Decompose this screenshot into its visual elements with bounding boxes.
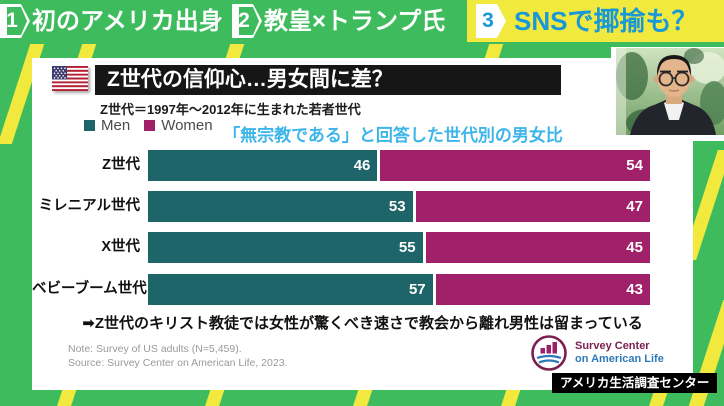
tab-3-highlight bbox=[467, 0, 724, 42]
headline-title: Z世代の信仰心…男女間に差？ bbox=[107, 68, 393, 91]
chart-legend: Men Women bbox=[84, 117, 221, 134]
tab-1-number-pentagon: 1 bbox=[0, 4, 30, 38]
takeaway-line: ➡Z世代のキリスト教徒では女性が驚くべき速さで教会から離れ男性は留まっている bbox=[32, 312, 693, 333]
men-bar-segment: 55 bbox=[148, 232, 423, 263]
chart-title: 「無宗教である」と回答した世代別の男女比 bbox=[223, 126, 563, 145]
tab-2-label: 教皇×トランプ氏 bbox=[264, 8, 446, 35]
bar-row-gen-x: X世代 55 45 bbox=[32, 232, 693, 263]
legend-women-swatch bbox=[144, 120, 156, 131]
chart-panel: Z世代の信仰心…男女間に差？ Z世代＝1997年〜2012年に生まれた若者世代 … bbox=[32, 58, 693, 390]
legend-women-label: Women bbox=[161, 117, 213, 134]
survey-center-logo-icon bbox=[531, 335, 567, 371]
logo-line2: on American Life bbox=[575, 353, 664, 365]
yellow-stripe bbox=[353, 388, 373, 406]
yellow-stripe bbox=[205, 388, 225, 406]
men-bar-segment: 46 bbox=[148, 150, 378, 181]
source-text: Source: Survey Center on American Life, … bbox=[68, 357, 288, 369]
note-text: Note: Survey of US adults (N=5,459). bbox=[68, 343, 242, 355]
yellow-stripe bbox=[77, 44, 97, 58]
tab-2-number-pentagon: 2 bbox=[232, 4, 262, 38]
women-bar-segment: 45 bbox=[425, 232, 650, 263]
legend-men-swatch bbox=[84, 120, 95, 131]
women-value: 47 bbox=[626, 198, 643, 215]
tab-3-number: 3 bbox=[482, 9, 494, 32]
bar-row-gen-z: Z世代 46 54 bbox=[32, 150, 693, 181]
tab-1-label: 初のアメリカ出身 bbox=[32, 8, 223, 35]
right-arrow-icon: ➡ bbox=[82, 315, 95, 332]
men-value: 55 bbox=[398, 239, 416, 256]
us-flag-icon bbox=[52, 66, 88, 91]
tab-2-number: 2 bbox=[238, 9, 250, 32]
men-value: 53 bbox=[388, 198, 406, 215]
category-label: ベビーブーム世代 bbox=[32, 281, 147, 297]
women-value: 43 bbox=[626, 281, 643, 298]
caption-badge: アメリカ生活調査センター bbox=[552, 373, 718, 393]
bar-row-millennial: ミレニアル世代 53 47 bbox=[32, 191, 693, 222]
men-value: 57 bbox=[408, 281, 426, 298]
commentator-photo-image bbox=[616, 48, 724, 135]
yellow-stripe bbox=[225, 44, 245, 58]
topic-bar: 1 初のアメリカ出身 2 教皇×トランプ氏 3 SNSで揶揄も？ bbox=[0, 0, 724, 43]
category-label: ミレニアル世代 bbox=[38, 198, 140, 214]
women-bar-segment: 54 bbox=[380, 150, 650, 181]
yellow-stripe bbox=[484, 44, 504, 58]
legend-men-label: Men bbox=[101, 117, 131, 134]
logo-line1: Survey Center bbox=[575, 340, 650, 353]
category-label: X世代 bbox=[101, 239, 140, 255]
takeaway-text: Z世代のキリスト教徒では女性が驚くべき速さで教会から離れ男性は留まっている bbox=[94, 315, 643, 332]
women-bar-segment: 47 bbox=[415, 191, 650, 222]
men-value: 46 bbox=[353, 157, 371, 174]
women-value: 54 bbox=[626, 157, 643, 174]
men-bar-segment: 53 bbox=[148, 191, 413, 222]
commentator-photo bbox=[611, 47, 724, 141]
tab-1-number: 1 bbox=[6, 9, 18, 32]
tab-3-label: SNSで揶揄も？ bbox=[514, 6, 698, 36]
women-value: 45 bbox=[626, 239, 643, 256]
headline-banner: Z世代の信仰心…男女間に差？ bbox=[95, 65, 561, 95]
headline-subtitle: Z世代＝1997年〜2012年に生まれた若者世代 bbox=[100, 102, 361, 117]
men-bar-segment: 57 bbox=[148, 274, 433, 305]
bar-row-boomer: ベビーブーム世代 57 43 bbox=[32, 274, 693, 305]
women-bar-segment: 43 bbox=[435, 274, 650, 305]
survey-center-logo: Survey Center on American Life bbox=[530, 334, 664, 372]
yellow-stripe bbox=[501, 388, 521, 406]
yellow-stripe bbox=[57, 388, 77, 406]
category-label: Z世代 bbox=[102, 157, 140, 173]
